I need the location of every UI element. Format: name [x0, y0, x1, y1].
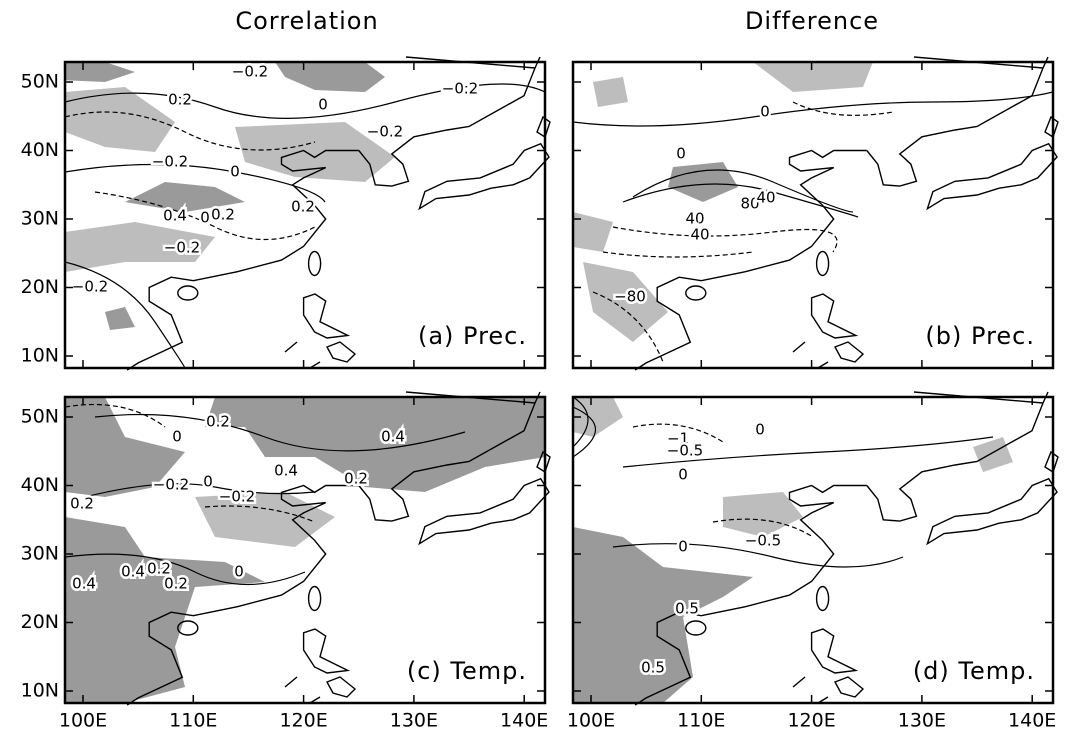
column-title: Difference	[745, 7, 879, 35]
contour-label: 0	[755, 421, 765, 439]
contour-label: 0.4	[121, 563, 145, 581]
contour-label: 0	[172, 428, 182, 446]
x-tick-label: 100E	[567, 710, 615, 732]
panel: 0.2 0 0.4 0.4 0.2 −0.2 0 −0.2 0.2 0.4 0.…	[65, 392, 550, 705]
x-tick-label: 120E	[787, 710, 835, 732]
contour-label: 0	[200, 209, 210, 227]
panel-label: (a) Prec.	[418, 322, 527, 350]
contour-label: 40	[756, 189, 775, 207]
y-tick-label: 20N	[21, 611, 59, 633]
contour-label: 0	[678, 466, 688, 484]
x-tick-label: 120E	[279, 710, 327, 732]
y-tick-label: 20N	[21, 276, 59, 298]
contour-label: 0	[760, 103, 770, 121]
column-title: Correlation	[235, 7, 378, 35]
panel-label: (b) Prec.	[925, 322, 1035, 350]
contour-label: −0.2	[153, 476, 189, 494]
contour-label: 0	[318, 96, 328, 114]
x-tick-label: 110E	[169, 710, 217, 732]
contour-label: 0.2	[211, 206, 235, 224]
y-tick-label: 10N	[21, 345, 59, 367]
x-tick-label: 100E	[59, 710, 107, 732]
contour-label: 0	[234, 563, 244, 581]
contour-label: 0.5	[675, 600, 699, 618]
x-tick-label: 140E	[500, 710, 548, 732]
y-tick-label: 40N	[21, 139, 59, 161]
figure: Correlation Difference −0.2 0.2 0 −0.2 −…	[0, 0, 1065, 745]
y-tick-label: 30N	[21, 543, 59, 565]
contour-label: −0.5	[745, 532, 781, 550]
y-tick-label: 10N	[21, 680, 59, 702]
contour-label: 0.2	[164, 575, 188, 593]
contour-label: −0.5	[667, 442, 703, 460]
panel-label: (d) Temp.	[913, 657, 1035, 685]
contour-label: 0	[678, 538, 688, 556]
contour-label: 0.2	[70, 495, 94, 513]
contour-label: −0.2	[164, 239, 200, 257]
contour-label: 40	[690, 226, 709, 244]
contour-label: 0.4	[163, 207, 187, 225]
contour-label: −80	[614, 288, 646, 306]
contour-label: 0	[230, 163, 240, 181]
contour-label: −0.2	[152, 153, 188, 171]
y-tick-label: 30N	[21, 208, 59, 230]
contour-label: 0.2	[206, 413, 230, 431]
panel: 0 0 80 40 40 40 −80 (b) Prec.	[573, 57, 1058, 370]
y-tick-label: 50N	[21, 406, 59, 428]
contour-label: 0.4	[72, 575, 96, 593]
contour-label: 0.2	[344, 470, 368, 488]
y-tick-label: 50N	[21, 71, 59, 93]
x-tick-label: 110E	[677, 710, 725, 732]
panel-label: (c) Temp.	[407, 657, 527, 685]
contour-label: −0.2	[367, 123, 403, 141]
contour-label: 0	[203, 473, 213, 491]
x-tick-label: 130E	[898, 710, 946, 732]
contour-label: 0.4	[381, 428, 405, 446]
contour-label: −0.2	[442, 80, 478, 98]
panel: −1 0 −0.5 0 −0.5 0 0.5 0.5 (d) Temp.	[573, 392, 1058, 705]
contour-label: −0.2	[232, 63, 268, 81]
contour-label: 0.2	[168, 91, 192, 109]
panel: −0.2 0.2 0 −0.2 −0.2 −0.2 0 0.4 0 0.2 0.…	[60, 57, 550, 370]
contour-label: 0.4	[274, 462, 298, 480]
contour-label: −0.2	[219, 488, 255, 506]
contour-label: 0.5	[641, 659, 665, 677]
contour-label: −0.2	[72, 278, 108, 296]
x-tick-label: 140E	[1008, 710, 1056, 732]
x-tick-label: 130E	[390, 710, 438, 732]
contour-label: 0	[676, 145, 686, 163]
y-tick-label: 40N	[21, 474, 59, 496]
contour-label: 0.2	[291, 198, 315, 216]
